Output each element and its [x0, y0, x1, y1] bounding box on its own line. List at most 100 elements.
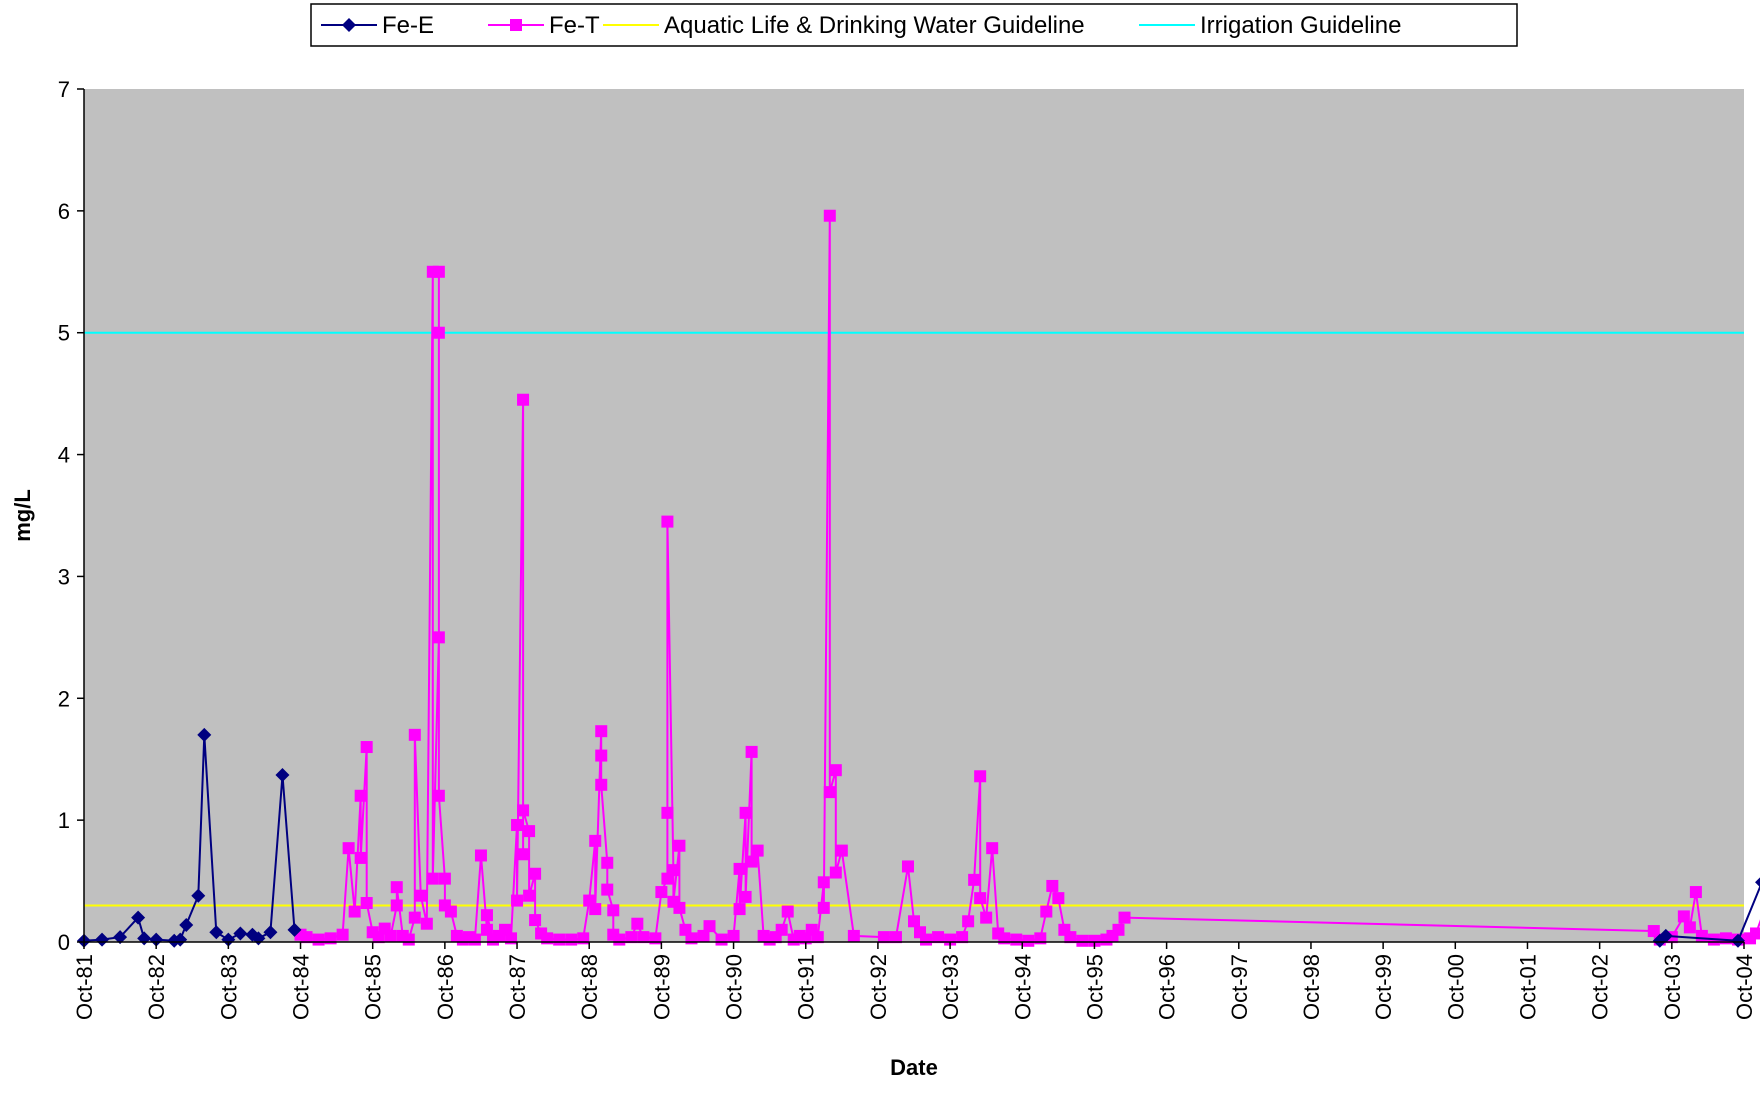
data-point [974, 892, 986, 904]
data-point [667, 864, 679, 876]
data-point [661, 807, 673, 819]
plot-area [84, 89, 1744, 942]
data-point [475, 849, 487, 861]
y-tick-label: 0 [58, 930, 70, 955]
data-point [601, 884, 613, 896]
data-point [409, 729, 421, 741]
x-tick-label: Oct-99 [1371, 954, 1396, 1020]
data-point [1052, 892, 1064, 904]
x-tick-label: Oct-02 [1588, 954, 1613, 1020]
x-tick-label: Oct-03 [1660, 954, 1685, 1020]
data-point [589, 835, 601, 847]
data-point [523, 890, 535, 902]
x-tick-label: Oct-86 [433, 954, 458, 1020]
legend-label: Fe-T [549, 12, 600, 39]
x-tick-label: Oct-96 [1155, 954, 1180, 1020]
data-point [962, 915, 974, 927]
x-tick-label: Oct-85 [361, 954, 386, 1020]
data-point [529, 914, 541, 926]
x-tick-label: Oct-90 [722, 954, 747, 1020]
data-point [655, 886, 667, 898]
x-tick-label: Oct-04 [1732, 954, 1757, 1020]
data-point [385, 930, 397, 942]
x-tick-label: Oct-01 [1515, 954, 1540, 1020]
data-point [439, 873, 451, 885]
x-tick-label: Oct-00 [1443, 954, 1468, 1020]
x-tick-label: Oct-87 [505, 954, 530, 1020]
data-point [1684, 921, 1696, 933]
data-point [818, 876, 830, 888]
data-point [409, 912, 421, 924]
data-point [517, 804, 529, 816]
x-tick-label: Oct-82 [144, 954, 169, 1020]
data-point [349, 906, 361, 918]
data-point [361, 741, 373, 753]
data-point [517, 848, 529, 860]
data-point [734, 903, 746, 915]
data-point [415, 890, 427, 902]
data-point [361, 897, 373, 909]
data-point [740, 807, 752, 819]
data-point [728, 930, 740, 942]
data-point [511, 819, 523, 831]
data-point [746, 746, 758, 758]
x-tick-label: Oct-92 [866, 954, 891, 1020]
data-point [517, 394, 529, 406]
y-tick-label: 7 [58, 77, 70, 102]
data-point [1112, 924, 1124, 936]
x-tick-label: Oct-89 [649, 954, 674, 1020]
data-point [740, 891, 752, 903]
data-point [673, 840, 685, 852]
data-point [601, 857, 613, 869]
data-point [974, 770, 986, 782]
data-point [968, 874, 980, 886]
data-point [716, 934, 728, 946]
data-point [523, 825, 535, 837]
data-point [1022, 935, 1034, 947]
data-point [661, 516, 673, 528]
data-point [595, 725, 607, 737]
legend-label: Fe-E [382, 12, 434, 39]
data-point [613, 934, 625, 946]
data-point [752, 845, 764, 857]
data-point [391, 881, 403, 893]
data-point [986, 842, 998, 854]
data-point [337, 929, 349, 941]
data-point [355, 790, 367, 802]
data-point [481, 909, 493, 921]
data-point [1678, 910, 1690, 922]
data-point [511, 895, 523, 907]
data-point [824, 786, 836, 798]
data-point [746, 856, 758, 868]
data-point [565, 934, 577, 946]
data-point [908, 915, 920, 927]
data-point [355, 852, 367, 864]
y-tick-label: 1 [58, 808, 70, 833]
x-tick-label: Oct-81 [72, 954, 97, 1020]
data-point [1696, 930, 1708, 942]
data-point [848, 930, 860, 942]
data-point [920, 934, 932, 946]
data-point [782, 906, 794, 918]
data-point [421, 918, 433, 930]
data-point [734, 863, 746, 875]
x-tick-label: Oct-91 [794, 954, 819, 1020]
x-tick-label: Oct-95 [1082, 954, 1107, 1020]
data-point [595, 750, 607, 762]
y-tick-label: 3 [58, 564, 70, 589]
y-tick-label: 6 [58, 199, 70, 224]
data-point [391, 899, 403, 911]
y-tick-label: 5 [58, 321, 70, 346]
data-point [836, 845, 848, 857]
x-tick-label: Oct-93 [938, 954, 963, 1020]
x-tick-label: Oct-83 [216, 954, 241, 1020]
data-point [445, 906, 457, 918]
legend-swatch-marker [510, 19, 522, 31]
data-point [980, 912, 992, 924]
data-point [1010, 934, 1022, 946]
data-point [313, 934, 325, 946]
data-point [343, 842, 355, 854]
data-point [1046, 880, 1058, 892]
